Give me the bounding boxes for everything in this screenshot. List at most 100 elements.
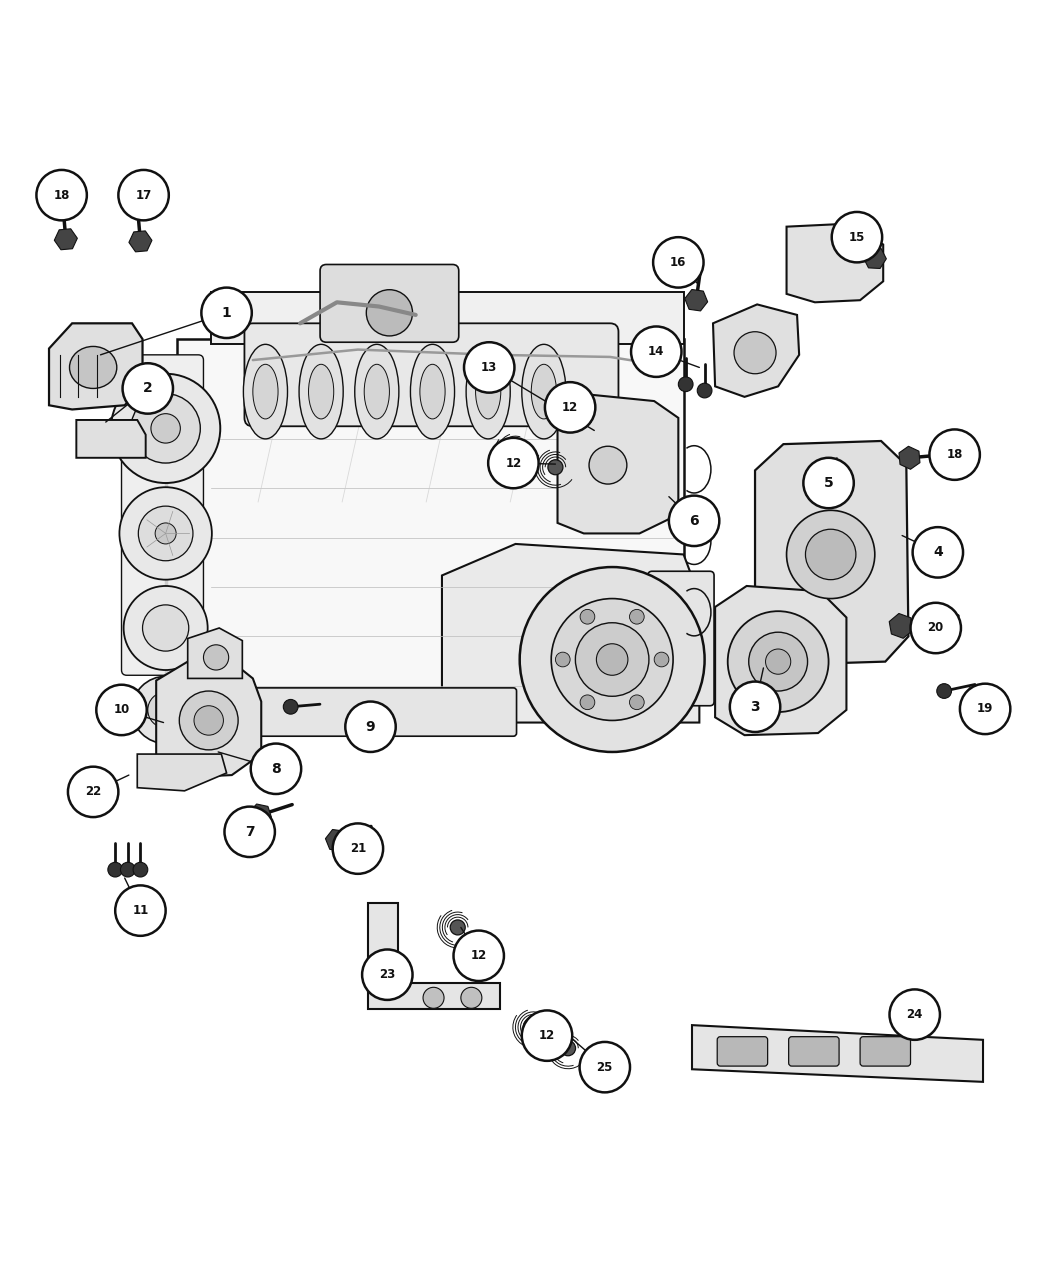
Text: 15: 15 bbox=[849, 231, 865, 244]
Circle shape bbox=[911, 603, 960, 654]
Circle shape bbox=[551, 599, 673, 720]
Circle shape bbox=[818, 470, 844, 495]
FancyBboxPatch shape bbox=[789, 1037, 839, 1066]
Circle shape bbox=[580, 609, 594, 624]
Circle shape bbox=[545, 382, 595, 433]
Polygon shape bbox=[715, 586, 847, 736]
Circle shape bbox=[522, 1010, 572, 1061]
Text: 20: 20 bbox=[928, 622, 944, 635]
FancyBboxPatch shape bbox=[717, 1037, 768, 1066]
Circle shape bbox=[142, 605, 188, 651]
Text: 18: 18 bbox=[54, 189, 69, 202]
Circle shape bbox=[97, 684, 146, 736]
Text: 22: 22 bbox=[85, 785, 101, 798]
Circle shape bbox=[250, 743, 301, 794]
Circle shape bbox=[194, 706, 223, 736]
Circle shape bbox=[155, 524, 176, 544]
Circle shape bbox=[832, 212, 883, 262]
Circle shape bbox=[749, 632, 808, 691]
Circle shape bbox=[362, 950, 412, 1000]
Circle shape bbox=[130, 393, 200, 464]
Ellipse shape bbox=[466, 345, 510, 439]
Circle shape bbox=[629, 609, 644, 624]
Circle shape bbox=[787, 511, 875, 599]
Polygon shape bbox=[787, 223, 884, 303]
Text: 19: 19 bbox=[977, 702, 993, 715]
Circle shape bbox=[488, 438, 539, 488]
Polygon shape bbox=[249, 805, 271, 826]
FancyBboxPatch shape bbox=[861, 1037, 911, 1066]
Circle shape bbox=[112, 374, 220, 483]
Polygon shape bbox=[156, 661, 261, 778]
Polygon shape bbox=[558, 395, 679, 534]
Polygon shape bbox=[685, 290, 708, 310]
Circle shape bbox=[890, 990, 939, 1039]
Circle shape bbox=[555, 653, 570, 667]
Ellipse shape bbox=[252, 364, 278, 419]
Circle shape bbox=[806, 529, 856, 580]
Circle shape bbox=[119, 170, 168, 221]
Circle shape bbox=[766, 649, 791, 674]
Polygon shape bbox=[137, 753, 226, 790]
Circle shape bbox=[423, 987, 444, 1009]
Polygon shape bbox=[129, 231, 151, 252]
Circle shape bbox=[332, 824, 383, 873]
Circle shape bbox=[526, 1020, 541, 1034]
Ellipse shape bbox=[69, 346, 117, 388]
Circle shape bbox=[179, 691, 238, 750]
Circle shape bbox=[133, 862, 147, 877]
Text: 6: 6 bbox=[689, 513, 699, 527]
Text: 2: 2 bbox=[143, 382, 153, 396]
Ellipse shape bbox=[299, 345, 343, 439]
Ellipse shape bbox=[476, 364, 501, 419]
Circle shape bbox=[520, 567, 705, 752]
Text: 13: 13 bbox=[481, 361, 498, 374]
Text: 10: 10 bbox=[114, 704, 129, 716]
Text: 5: 5 bbox=[824, 476, 833, 490]
Polygon shape bbox=[442, 544, 700, 723]
Circle shape bbox=[147, 692, 183, 728]
Circle shape bbox=[453, 931, 504, 981]
Circle shape bbox=[203, 645, 228, 670]
Circle shape bbox=[631, 327, 682, 377]
Text: 11: 11 bbox=[133, 904, 148, 917]
Circle shape bbox=[548, 460, 563, 475]
FancyBboxPatch shape bbox=[122, 355, 203, 676]
Text: 21: 21 bbox=[349, 842, 366, 856]
Text: 4: 4 bbox=[933, 545, 943, 559]
Circle shape bbox=[150, 414, 180, 443]
Circle shape bbox=[679, 377, 693, 392]
Circle shape bbox=[728, 612, 829, 713]
Text: 12: 12 bbox=[539, 1029, 555, 1042]
Circle shape bbox=[653, 238, 704, 287]
Ellipse shape bbox=[355, 345, 399, 439]
Ellipse shape bbox=[243, 345, 287, 439]
Circle shape bbox=[123, 363, 173, 414]
FancyBboxPatch shape bbox=[648, 571, 714, 706]
Circle shape bbox=[580, 1042, 630, 1092]
Text: 12: 12 bbox=[562, 401, 579, 414]
Circle shape bbox=[366, 290, 412, 336]
Circle shape bbox=[138, 506, 193, 561]
Polygon shape bbox=[889, 613, 913, 638]
FancyBboxPatch shape bbox=[244, 323, 619, 427]
Text: 16: 16 bbox=[670, 255, 687, 269]
Circle shape bbox=[730, 682, 781, 732]
Circle shape bbox=[124, 586, 207, 670]
Ellipse shape bbox=[522, 345, 566, 439]
Text: 8: 8 bbox=[271, 762, 281, 775]
Circle shape bbox=[132, 677, 199, 743]
Text: 14: 14 bbox=[648, 345, 665, 358]
Circle shape bbox=[201, 287, 251, 338]
Text: 3: 3 bbox=[750, 700, 760, 714]
Circle shape bbox=[37, 170, 87, 221]
Polygon shape bbox=[899, 446, 919, 470]
Polygon shape bbox=[187, 628, 242, 678]
Circle shape bbox=[450, 919, 465, 935]
Circle shape bbox=[464, 342, 514, 392]
Circle shape bbox=[697, 383, 712, 398]
Polygon shape bbox=[692, 1025, 983, 1082]
Circle shape bbox=[629, 695, 644, 710]
Text: 17: 17 bbox=[136, 189, 151, 202]
Ellipse shape bbox=[308, 364, 333, 419]
